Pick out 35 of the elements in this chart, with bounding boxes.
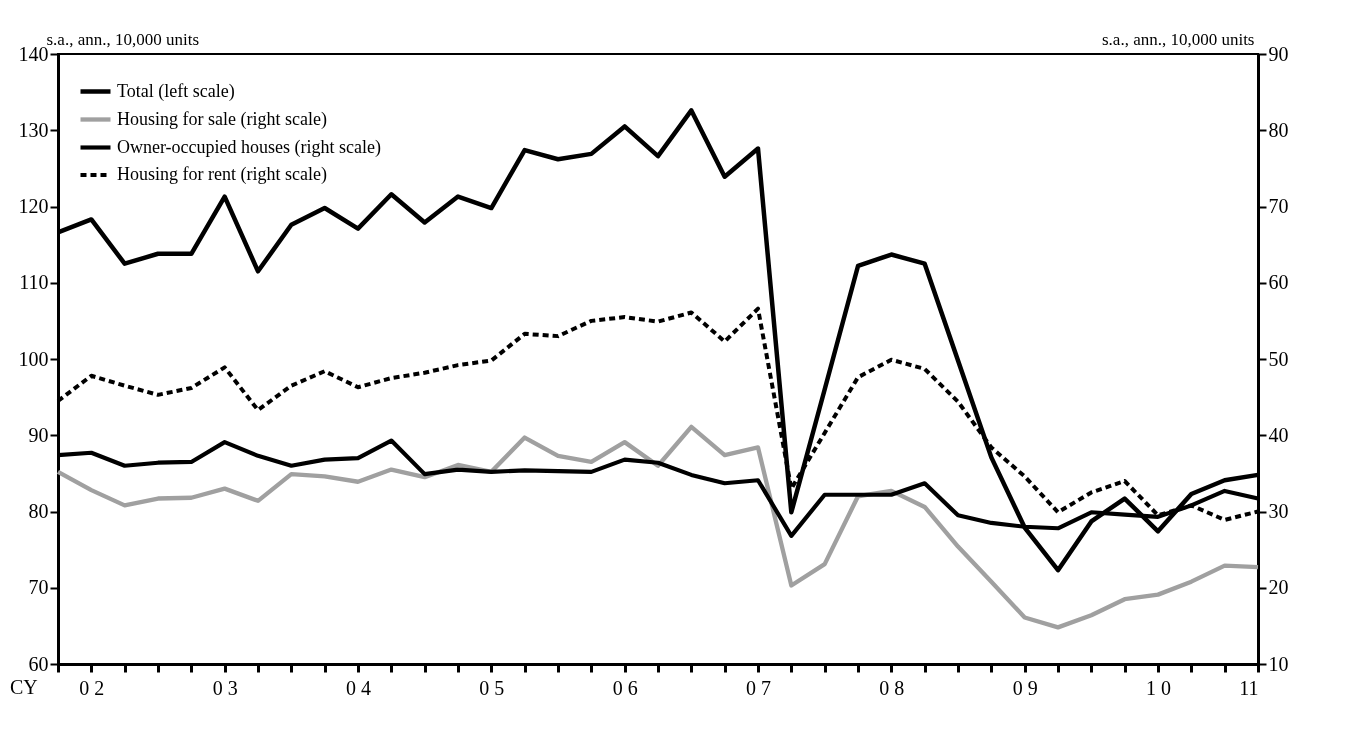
- y2-tick-label: 60: [1268, 271, 1289, 294]
- y-tick-label: 110: [19, 271, 49, 294]
- legend-label: Housing for rent (right scale): [117, 164, 327, 185]
- y2-tick-label: 20: [1268, 576, 1289, 599]
- y2-tick-label: 90: [1268, 42, 1289, 65]
- y2-tick-label: 30: [1268, 500, 1289, 522]
- x-tick-label: 0 3: [212, 676, 238, 699]
- text: CY: [10, 676, 38, 698]
- y2-tick-label: 50: [1268, 347, 1289, 370]
- y-tick-label: 60: [28, 652, 49, 675]
- y2-tick-label: 10: [1268, 652, 1289, 675]
- y-tick-label: 80: [28, 500, 49, 522]
- legend-label: Housing for sale (right scale): [117, 108, 327, 130]
- x-tick-label: 0 4: [346, 676, 371, 699]
- y2-axis-title: s.a., ann., 10,000 units: [1101, 29, 1255, 49]
- x-tick-label: 0 8: [879, 676, 905, 699]
- x-tick-label: 0 5: [479, 676, 505, 699]
- y2-tick-label: 40: [1268, 423, 1289, 446]
- y-tick-label: 130: [18, 118, 49, 141]
- x-tick-label: 0 7: [746, 676, 771, 699]
- line-series: [55, 424, 1261, 630]
- legend-label: Total (left scale): [117, 80, 235, 102]
- x-tick-label: 11: [1239, 676, 1259, 699]
- y-tick-label: 90: [28, 423, 49, 446]
- y2-tick-label: 80: [1268, 118, 1289, 141]
- x-tick-label: 0 2: [79, 676, 105, 699]
- x-tick-label: 1 0: [1146, 676, 1171, 699]
- y-tick-label: 70: [28, 576, 49, 599]
- x-tick-label: 0 9: [1012, 676, 1038, 699]
- y-axis-title: s.a., ann., 10,000 units: [46, 29, 200, 49]
- legend-label: Owner-occupied houses (right scale): [117, 136, 382, 158]
- x-tick-label: 0 6: [612, 676, 638, 699]
- y-tick-label: 120: [18, 195, 49, 217]
- y-tick-label: 100: [18, 347, 49, 370]
- y2-tick-label: 70: [1268, 195, 1289, 217]
